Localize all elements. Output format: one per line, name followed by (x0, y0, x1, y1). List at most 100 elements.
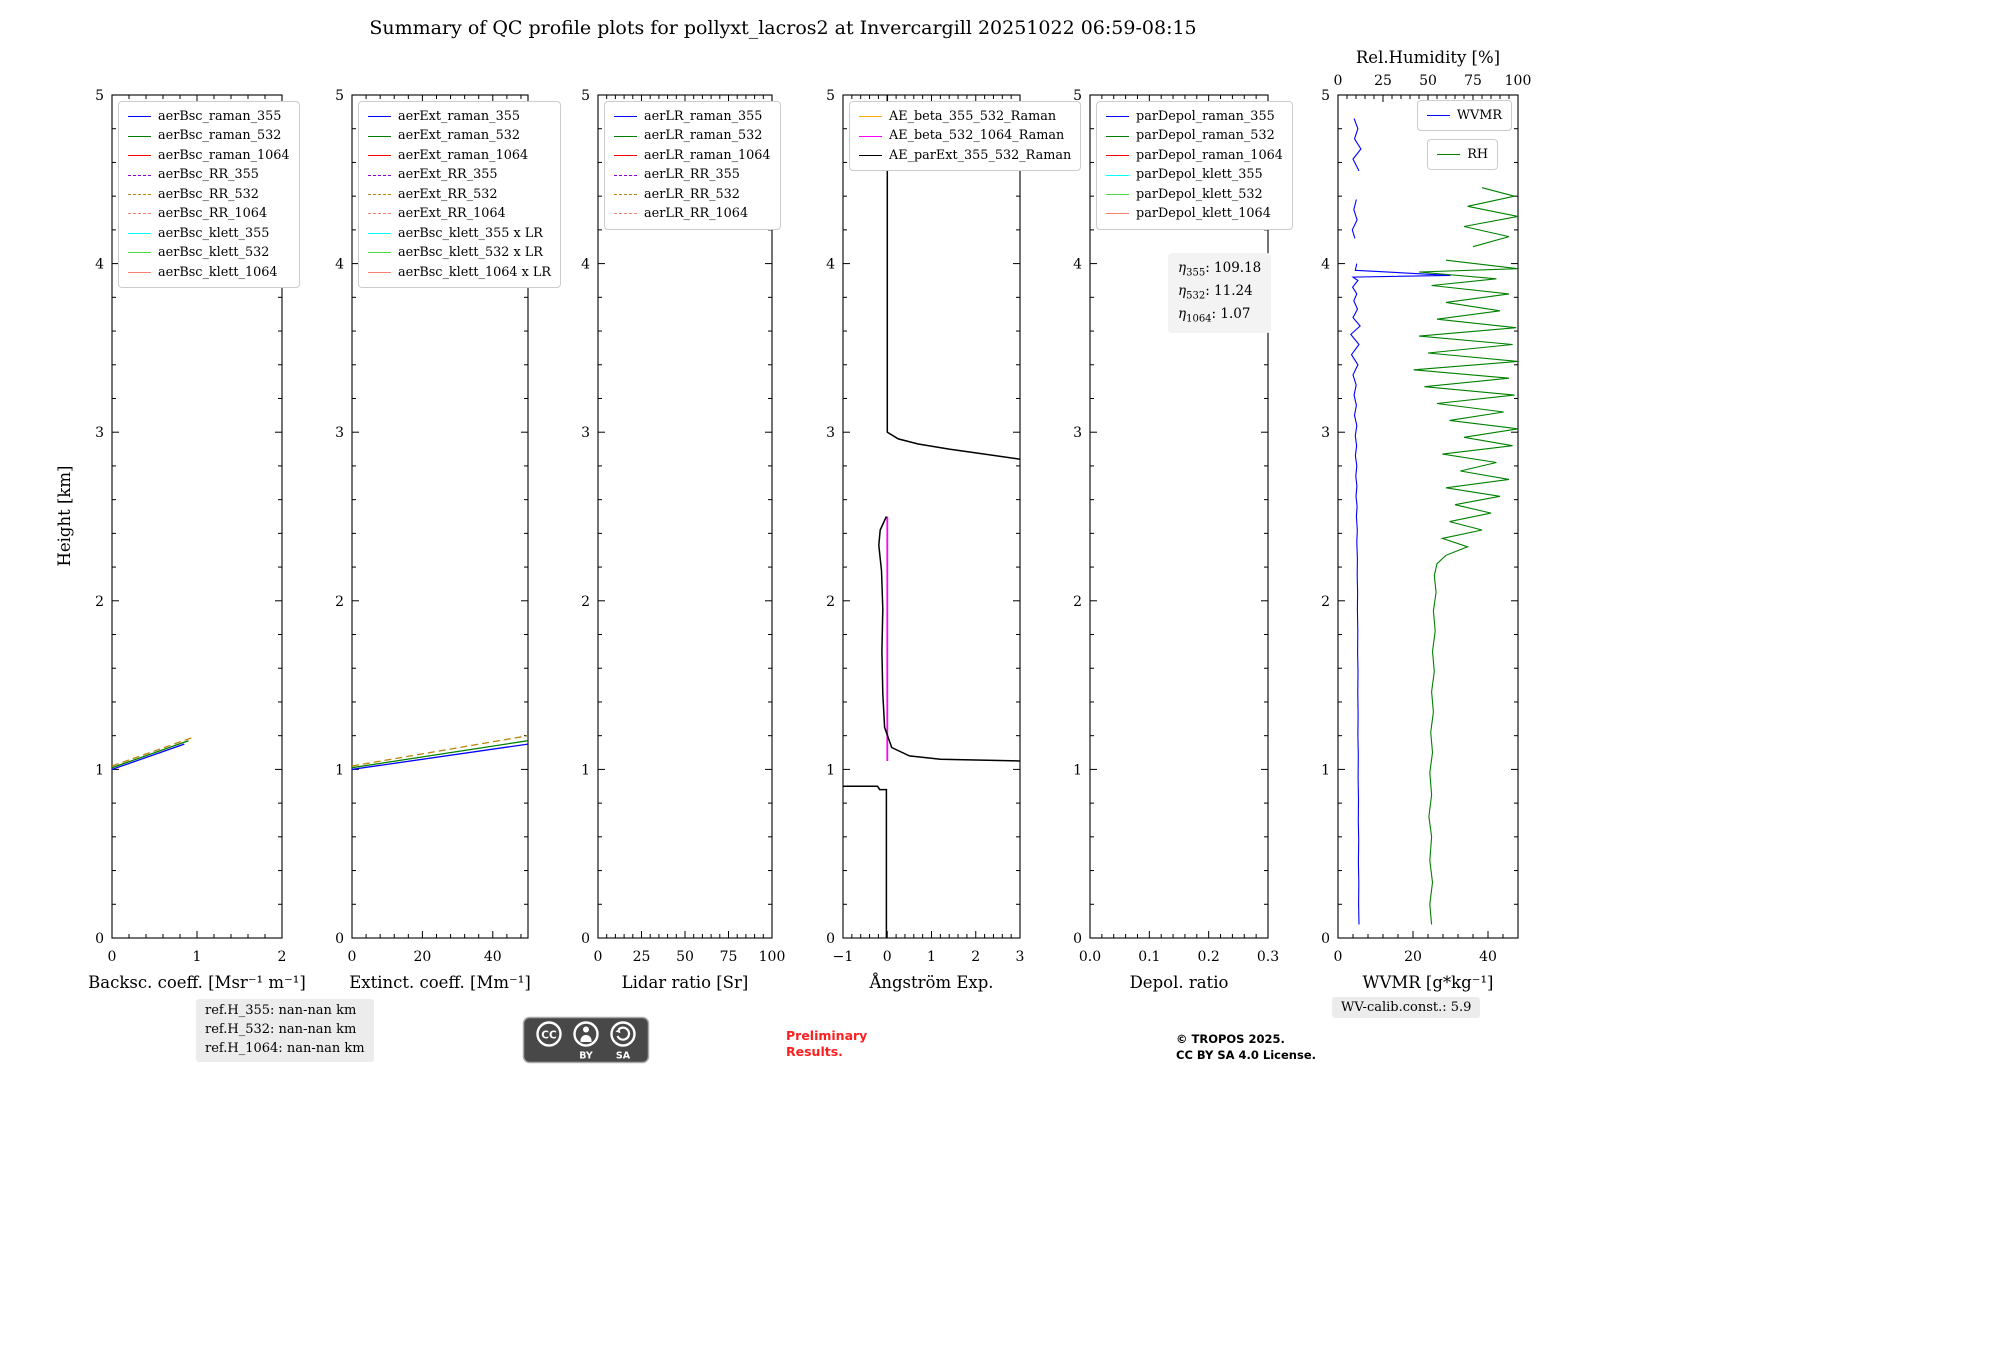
tick-label: 50 (676, 949, 694, 965)
legend-line-sample (368, 174, 391, 176)
tick-label: 20 (413, 949, 431, 965)
plot-wvmr: 0 20 40 0 25 50 75 100 0 1 2 3 4 5 WVMR [g*kg⁻¹] Rel.Hu… (1321, 48, 1531, 992)
tick-label: 5 (581, 88, 590, 104)
eta-annotation: η355: 109.18 η532: 11.24 η1064: 1.07 (1168, 253, 1272, 333)
legend-label: aerBsc_klett_355 x LR (398, 225, 543, 241)
legend-entry: WVMR (1426, 106, 1502, 125)
legend-entry: aerLR_RR_1064 (614, 204, 771, 223)
legend-line-sample (859, 135, 882, 137)
cc-icon (536, 1021, 562, 1047)
tick-label: 3 (581, 425, 590, 441)
tick-label: 20 (1404, 949, 1422, 965)
ref-height-annotation: ref.H_355: nan-nan km ref.H_532: nan-nan… (196, 999, 374, 1062)
ref-h-1064: ref.H_1064: nan-nan km (205, 1040, 365, 1056)
series-aerBsc_RR_532 (112, 736, 194, 767)
legend-label: aerLR_RR_355 (644, 167, 740, 183)
tick-label: 2 (1321, 594, 1330, 610)
legend-entry: parDepol_klett_355 (1106, 165, 1283, 184)
tick-label: 75 (720, 949, 738, 965)
series-AE_parExt_355_532_Raman (886, 95, 1020, 460)
x-axis-label: Depol. ratio (1130, 973, 1229, 992)
series-WVMR (1351, 199, 1358, 239)
legend-line-sample (128, 232, 151, 234)
tick-label: 4 (581, 257, 590, 273)
legend-entry: aerBsc_raman_355 (128, 107, 290, 126)
legend-label: RH (1467, 147, 1488, 162)
legend-line-sample (128, 193, 151, 195)
legend-label: aerBsc_raman_355 (158, 109, 282, 124)
legend-label: parDepol_klett_1064 (1136, 206, 1271, 222)
plot-backsc: 0 1 2 0 1 2 3 4 5 Backsc. coeff. [Msr⁻¹ m⁻¹] (88, 88, 306, 992)
legend-entry: aerBsc_raman_1064 (128, 146, 290, 165)
legend-entry: aerExt_raman_355 (368, 107, 551, 126)
tick-label: 1 (95, 762, 104, 778)
copyright-line-2: CC BY SA 4.0 License. (1176, 1047, 1316, 1062)
legend-label: aerExt_raman_532 (398, 128, 520, 144)
legend-label: AE_beta_355_532_Raman (889, 109, 1057, 124)
legend-line-sample (1106, 155, 1129, 157)
share-alike-arrowhead (615, 1028, 621, 1034)
legend-entry: parDepol_raman_355 (1106, 107, 1283, 126)
legend-entry: parDepol_raman_1064 (1106, 146, 1283, 165)
legend-line-sample (368, 155, 391, 157)
legend-entry: aerExt_RR_355 (368, 165, 551, 184)
tick-label: 4 (335, 257, 344, 273)
tick-label: 1 (826, 762, 835, 778)
series-AE_parExt_355_532_Raman (878, 516, 1020, 762)
legend-entry: aerLR_RR_355 (614, 165, 771, 184)
tick-label: 100 (759, 949, 786, 965)
legend-entry: aerBsc_klett_532 x LR (368, 243, 551, 262)
legend-entry: aerLR_raman_532 (614, 126, 771, 145)
tick-label: 1 (1073, 762, 1082, 778)
legend-entry: aerLR_raman_355 (614, 107, 771, 126)
tick-label: 40 (484, 949, 502, 965)
tick-label: 1 (927, 949, 936, 965)
legend-line-sample (128, 155, 151, 157)
legend-wvmr: WVMR (1416, 100, 1512, 132)
tick-label: 3 (1016, 949, 1025, 965)
tick-label: 5 (826, 88, 835, 104)
tick-label: 0 (826, 931, 835, 947)
legend-label: parDepol_raman_355 (1136, 109, 1275, 124)
legend-label: parDepol_raman_532 (1136, 128, 1275, 144)
legend-line-sample (368, 213, 391, 215)
tick-label: 25 (1374, 73, 1392, 89)
legend-line-sample (859, 155, 882, 157)
tick-label: 4 (95, 257, 104, 273)
legend-label: aerExt_RR_1064 (398, 206, 506, 222)
legend-line-sample (1426, 115, 1450, 117)
legend-label: parDepol_raman_1064 (1136, 147, 1283, 163)
legend-line-sample (614, 116, 637, 118)
legend-line-sample (1106, 116, 1129, 118)
tick-label: 2 (95, 594, 104, 610)
tick-label: 2 (278, 949, 287, 965)
legend-line-sample (614, 135, 637, 137)
tick-label: 1 (1321, 762, 1330, 778)
tick-label: 1 (581, 762, 590, 778)
series-aerExt_raman_532 (352, 740, 528, 769)
share-alike-icon (610, 1021, 636, 1047)
ref-h-355: ref.H_355: nan-nan km (205, 1003, 357, 1018)
tick-label: 0.1 (1138, 949, 1160, 965)
legend-line-sample (1437, 154, 1461, 156)
legend-entry: aerBsc_RR_532 (128, 185, 290, 204)
legend-entry: aerExt_raman_532 (368, 126, 551, 145)
legend-entry: RH (1437, 145, 1488, 164)
ref-h-532: ref.H_532: nan-nan km (205, 1021, 357, 1037)
legend-label: aerLR_RR_532 (644, 186, 740, 202)
legend-label: aerLR_raman_355 (644, 109, 763, 124)
eta-line: η355: 109.18 (1178, 260, 1262, 279)
tick-label: −1 (833, 949, 854, 965)
legend-label: AE_parExt_355_532_Raman (889, 147, 1072, 163)
tick-label: 0 (348, 949, 357, 965)
legend-line-sample (1106, 213, 1129, 215)
legend-label: aerBsc_klett_1064 x LR (398, 264, 552, 280)
legend-label: aerLR_raman_532 (644, 128, 763, 144)
tick-label: 3 (826, 425, 835, 441)
legend-entry: aerLR_raman_1064 (614, 146, 771, 165)
legend-entry: parDepol_klett_1064 (1106, 204, 1283, 223)
legend-entry: parDepol_raman_532 (1106, 126, 1283, 145)
legend-line-sample (368, 193, 391, 195)
legend-label: aerBsc_klett_532 x LR (398, 245, 543, 261)
legend-label: aerBsc_klett_1064 (158, 264, 278, 280)
